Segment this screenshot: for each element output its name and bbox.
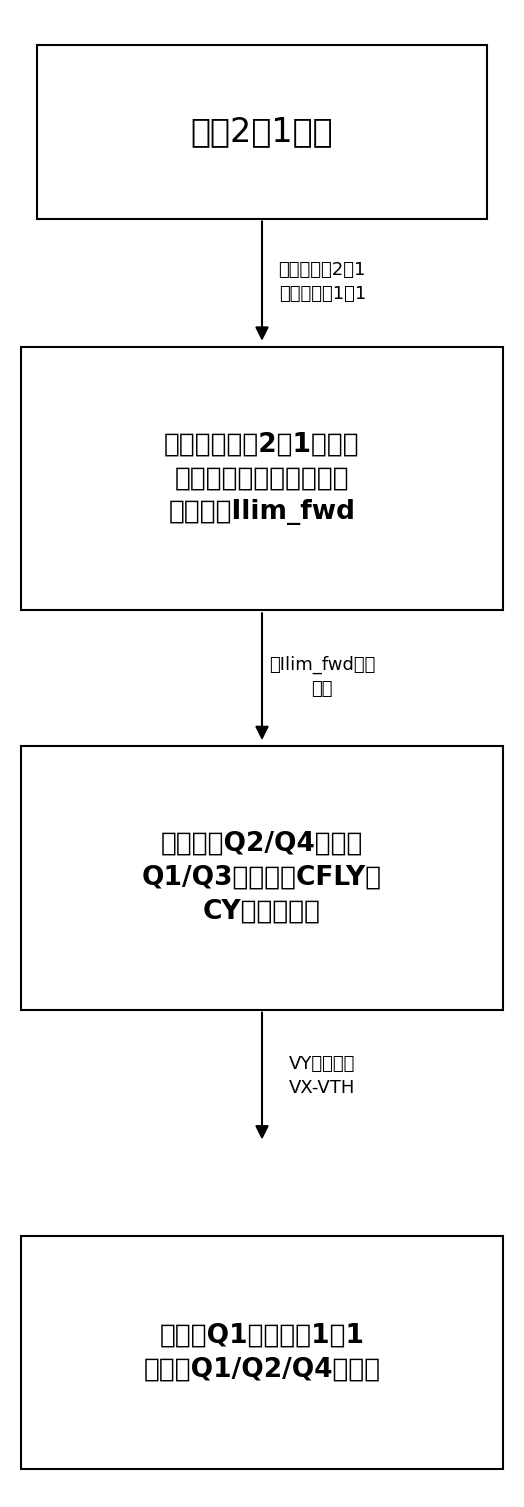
Text: VY电压高于
VX-VTH: VY电压高于 VX-VTH (289, 1055, 355, 1097)
Text: 让电荷泵Q2/Q4导通，
Q1/Q3关断，将CFLY和
CY并联在一起: 让电荷泵Q2/Q4导通， Q1/Q3关断，将CFLY和 CY并联在一起 (142, 830, 382, 925)
Text: 继续保持正吇2：1工作模
式，同时启动环路，使能
电流支路Ilim_fwd: 继续保持正吇2：1工作模 式，同时启动环路，使能 电流支路Ilim_fwd (164, 431, 360, 526)
Bar (37, 45, 487, 219)
Text: 再导通Q1，即正吇1：1
工作（Q1/Q2/Q4导通）: 再导通Q1，即正吇1：1 工作（Q1/Q2/Q4导通） (144, 1323, 380, 1382)
Bar (21, 1236, 503, 1469)
Bar (21, 746, 503, 1010)
Text: 开始由正吇2：1
切换到正吇1：1: 开始由正吇2：1 切换到正吇1：1 (279, 261, 366, 303)
Bar (21, 347, 503, 610)
Text: 正吇2：1工作: 正吇2：1工作 (191, 116, 333, 148)
Text: 当Ilim_fwd使能
结束: 当Ilim_fwd使能 结束 (269, 656, 376, 698)
